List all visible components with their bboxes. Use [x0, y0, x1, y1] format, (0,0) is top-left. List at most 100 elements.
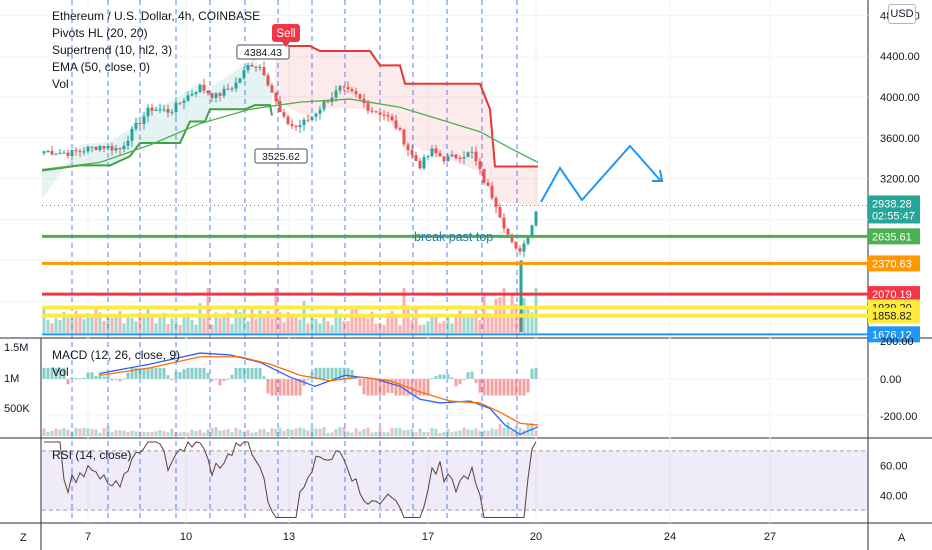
macd-histogram-bar — [222, 378, 226, 382]
macd-volume-bar — [58, 429, 62, 436]
candle-body — [302, 119, 306, 126]
last-price-tag-bg — [868, 195, 920, 224]
auto-scale-button[interactable]: A — [898, 532, 906, 544]
macd-histogram-bar — [162, 367, 166, 379]
macd-histogram-bar — [474, 378, 478, 384]
candle-body — [422, 157, 426, 169]
macd-histogram-bar — [246, 367, 250, 379]
macd-histogram-bar — [218, 378, 222, 386]
macd-histogram-bar — [94, 376, 98, 379]
candle-body — [58, 152, 62, 154]
macd-volume-bar — [446, 429, 450, 436]
macd-volume-bar — [298, 427, 302, 436]
macd-volume-bar — [278, 427, 282, 436]
macd-volume-bar — [354, 428, 358, 436]
macd-histogram-bar — [178, 372, 182, 379]
legend-ema[interactable]: EMA (50, close, 0) — [52, 60, 151, 74]
break-past-top-annotation: break past top — [414, 230, 493, 244]
candle-body — [482, 168, 486, 183]
macd-histogram-bar — [350, 369, 354, 379]
candle-body — [130, 128, 134, 141]
candle-body — [290, 123, 294, 126]
candle-body — [318, 109, 322, 114]
volume-bar — [122, 323, 126, 333]
legend-title[interactable]: Ethereum / U.S. Dollar, 4h, COINBASE — [52, 9, 261, 23]
macd-histogram-bar — [214, 378, 218, 380]
macd-histogram-bar — [446, 374, 450, 379]
macd-volume-bar — [78, 428, 82, 436]
macd-volume-bar — [466, 429, 470, 436]
volume-bar — [514, 304, 518, 333]
candle-body — [454, 154, 458, 158]
macd-histogram-bar — [290, 378, 294, 396]
macd-histogram-bar — [122, 378, 126, 380]
legend-pivots[interactable]: Pivots HL (20, 20) — [52, 26, 148, 40]
candle-body — [494, 197, 498, 208]
currency-badge[interactable]: USD — [888, 4, 916, 24]
volume-bar — [350, 309, 354, 333]
candle-body — [278, 101, 282, 113]
macd-volume-bar — [122, 430, 126, 436]
macd-histogram-bar — [318, 367, 322, 379]
price-level-tag-bg — [868, 228, 920, 245]
volume-bar — [186, 313, 190, 333]
macd-volume-bar — [82, 427, 86, 436]
volume-bar — [110, 318, 114, 333]
volume-bar — [510, 293, 514, 333]
macd-volume-bar — [402, 430, 406, 436]
volume-bar — [182, 317, 186, 333]
macd-volume-bar — [326, 432, 330, 436]
volume-bar — [206, 288, 210, 333]
volume-bar — [78, 314, 82, 333]
macd-volume-bar — [394, 428, 398, 436]
macd-histogram-bar — [78, 378, 82, 380]
macd-histogram-bar — [86, 372, 90, 379]
volume-bar — [194, 324, 198, 333]
macd-volume-bar — [430, 428, 434, 436]
candle-body — [374, 111, 378, 113]
macd-volume-bar — [106, 427, 110, 436]
macd-volume-bar — [286, 429, 290, 436]
volume-bar — [230, 323, 234, 333]
macd-histogram-bar — [306, 378, 310, 380]
legend-vol[interactable]: Vol — [52, 77, 69, 91]
candle-body — [294, 125, 298, 128]
macd-volume-bar — [178, 432, 182, 436]
macd-histogram-bar — [450, 377, 454, 379]
candle-body — [218, 93, 222, 96]
macd-histogram-bar — [394, 378, 398, 396]
volume-bar — [254, 318, 258, 333]
timezone-button[interactable]: Z — [20, 532, 27, 544]
macd-volume-bar — [254, 432, 258, 436]
volume-bar — [490, 315, 494, 333]
macd-volume-bar — [314, 428, 318, 436]
volume-bar — [342, 321, 346, 333]
volume-bar — [222, 313, 226, 333]
legend-supertrend[interactable]: Supertrend (10, hl2, 3) — [52, 43, 173, 57]
macd-histogram-bar — [170, 378, 174, 381]
macd-histogram-bar — [50, 367, 54, 379]
macd-volume-bar — [154, 431, 158, 436]
macd-histogram-bar — [174, 372, 178, 379]
sell-label-pointer — [282, 42, 290, 47]
macd-volume-bar — [42, 428, 46, 436]
volume-bar — [102, 320, 106, 333]
macd-volume-bar — [502, 427, 506, 436]
macd-histogram-bar — [286, 378, 290, 396]
price-tick-label: 3600.00 — [880, 133, 920, 145]
volume-bar — [370, 311, 374, 333]
macd-histogram-bar — [342, 367, 346, 379]
price-level-tag: 1676.12 — [872, 329, 912, 341]
volume-bar — [338, 315, 342, 333]
volume-bar — [130, 318, 134, 333]
macd-volume-bar — [470, 429, 474, 436]
macd-histogram-bar — [158, 367, 162, 379]
macd-histogram-bar — [470, 371, 474, 379]
candle-body — [66, 152, 70, 157]
volume-bar — [54, 318, 58, 333]
candle-body — [186, 95, 190, 101]
macd-vol-label[interactable]: Vol — [52, 365, 69, 379]
rsi-label[interactable]: RSI (14, close) — [52, 448, 132, 462]
macd-label[interactable]: MACD (12, 26, close, 9) — [52, 348, 181, 362]
